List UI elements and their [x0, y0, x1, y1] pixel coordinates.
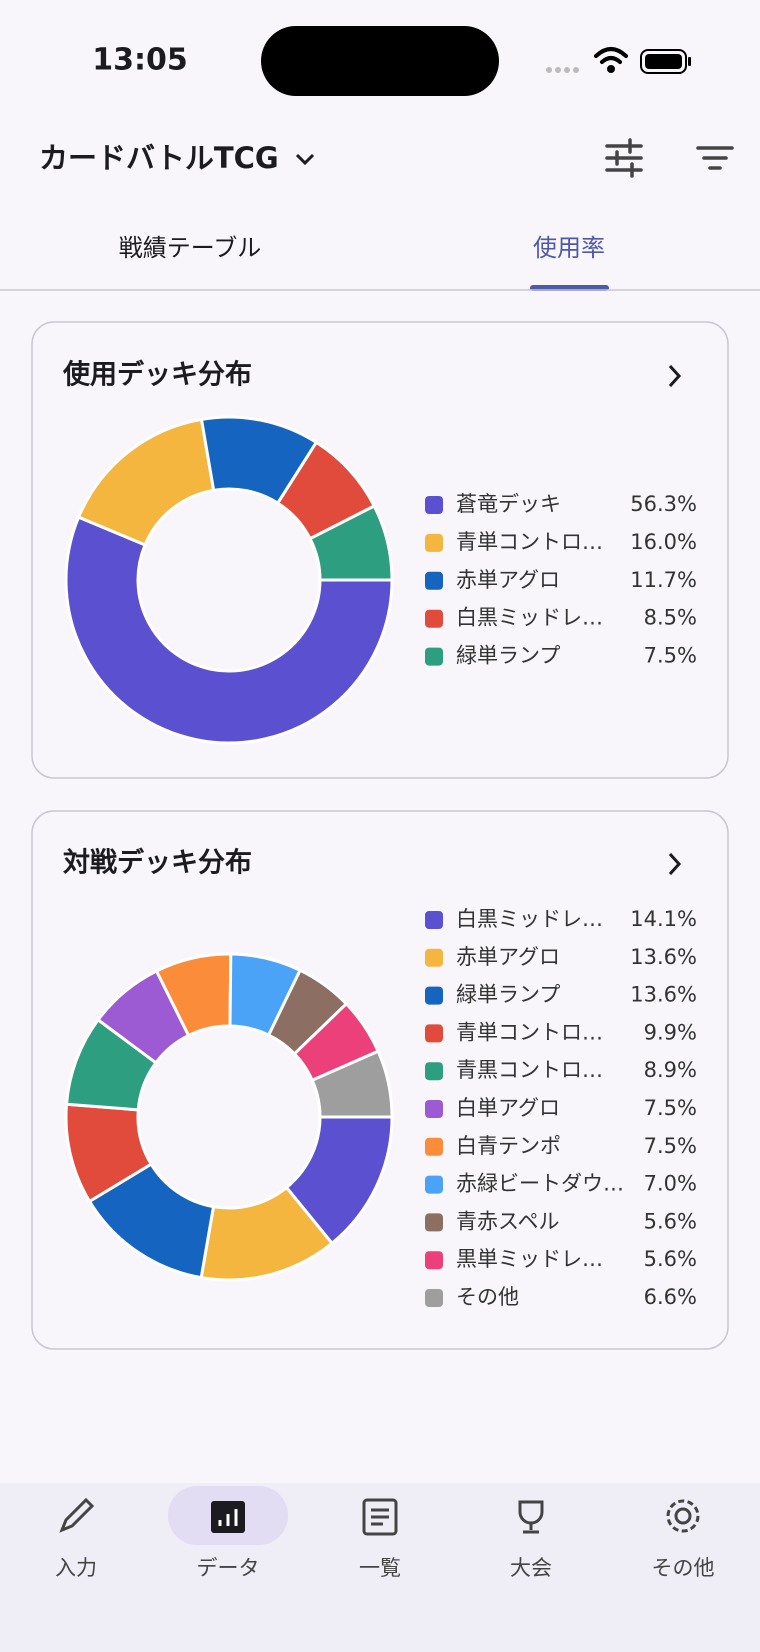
- legend-value: 7.5%: [644, 1134, 697, 1158]
- nav-label[interactable]: その他: [652, 1556, 715, 1580]
- legend-label: 白黒ミッドレ…: [456, 907, 603, 931]
- legend-value: 13.6%: [630, 945, 697, 969]
- legend-value: 7.5%: [644, 1096, 697, 1120]
- settings-sliders-icon[interactable]: [605, 138, 643, 178]
- pie-slice: [64, 515, 394, 745]
- nav-label[interactable]: 一覧: [359, 1556, 401, 1580]
- legend-label: 緑単ランプ: [456, 983, 560, 1007]
- nav-label[interactable]: 入力: [55, 1556, 97, 1580]
- dynamic-island: [261, 26, 499, 96]
- legend-swatch: [425, 1062, 443, 1081]
- wifi-icon: [594, 47, 628, 73]
- legend-swatch: [425, 1175, 443, 1194]
- legend-label: 青黒コントロ…: [456, 1058, 603, 1082]
- legend-label: 白単アグロ: [456, 1096, 560, 1120]
- legend-swatch: [425, 647, 443, 666]
- legend-value: 9.9%: [644, 1020, 697, 1044]
- legend-swatch: [425, 986, 443, 1005]
- legend-value: 5.6%: [644, 1247, 697, 1271]
- card-title: 使用デッキ分布: [62, 359, 252, 391]
- legend-value: 56.3%: [630, 492, 697, 516]
- legend-value: 16.0%: [630, 530, 697, 554]
- legend-swatch: [425, 1100, 443, 1118]
- legend-label: 白黒ミッドレ…: [456, 606, 603, 630]
- dropdown-icon[interactable]: [295, 153, 315, 166]
- legend-label: 赤緑ビートダウ…: [456, 1172, 624, 1196]
- legend-label: 青単コントロ…: [456, 530, 603, 554]
- legend-value: 8.9%: [644, 1058, 697, 1082]
- legend-swatch: [425, 948, 443, 967]
- legend-label: その他: [456, 1285, 519, 1309]
- legend-label: 黒単ミッドレ…: [456, 1247, 603, 1271]
- legend-swatch: [425, 496, 443, 514]
- legend-swatch: [425, 1289, 443, 1307]
- legend-swatch: [425, 1213, 443, 1232]
- tab[interactable]: 戦績テーブル: [119, 234, 262, 262]
- chevron-icon[interactable]: [668, 852, 682, 876]
- bar-glyph: [218, 1509, 238, 1526]
- legend-label: 赤単アグロ: [456, 568, 560, 592]
- legend-swatch: [425, 609, 443, 628]
- chevron-icon[interactable]: [668, 364, 682, 388]
- battery-icon: [640, 49, 691, 74]
- filter-icon[interactable]: [696, 146, 734, 170]
- legend-swatch: [425, 571, 443, 590]
- legend-label: 青単コントロ…: [456, 1020, 603, 1044]
- legend-swatch: [425, 533, 443, 552]
- legend-value: 7.5%: [644, 644, 697, 668]
- legend-value: 8.5%: [644, 606, 697, 630]
- tab-selected[interactable]: 使用率: [533, 234, 605, 262]
- legend-swatch: [425, 1137, 443, 1156]
- app-title[interactable]: カードバトルTCG: [39, 141, 279, 175]
- signal: [546, 67, 579, 73]
- pie-slice: [310, 1049, 394, 1119]
- legend-value: 13.6%: [630, 983, 697, 1007]
- legend-swatch: [425, 1251, 443, 1270]
- legend-value: 14.1%: [630, 907, 697, 931]
- legend-label: 青赤スペル: [456, 1209, 560, 1233]
- legend-value: 6.6%: [644, 1285, 697, 1309]
- legend-value: 7.0%: [644, 1172, 697, 1196]
- legend-swatch: [425, 1024, 443, 1043]
- legend-swatch: [425, 911, 443, 929]
- legend-label: 緑単ランプ: [456, 644, 560, 668]
- legend-label: 赤単アグロ: [456, 945, 560, 969]
- legend-value: 11.7%: [630, 568, 697, 592]
- pie-slice: [308, 503, 394, 582]
- nav-label[interactable]: データ: [197, 1556, 260, 1580]
- legend-label: 白青テンポ: [456, 1134, 561, 1158]
- status-time: 13:05: [92, 43, 188, 78]
- nav-label[interactable]: 大会: [510, 1556, 552, 1580]
- legend-value: 5.6%: [644, 1209, 697, 1233]
- legend-label: 蒼竜デッキ: [456, 492, 561, 516]
- card-title: 対戦デッキ分布: [63, 847, 252, 879]
